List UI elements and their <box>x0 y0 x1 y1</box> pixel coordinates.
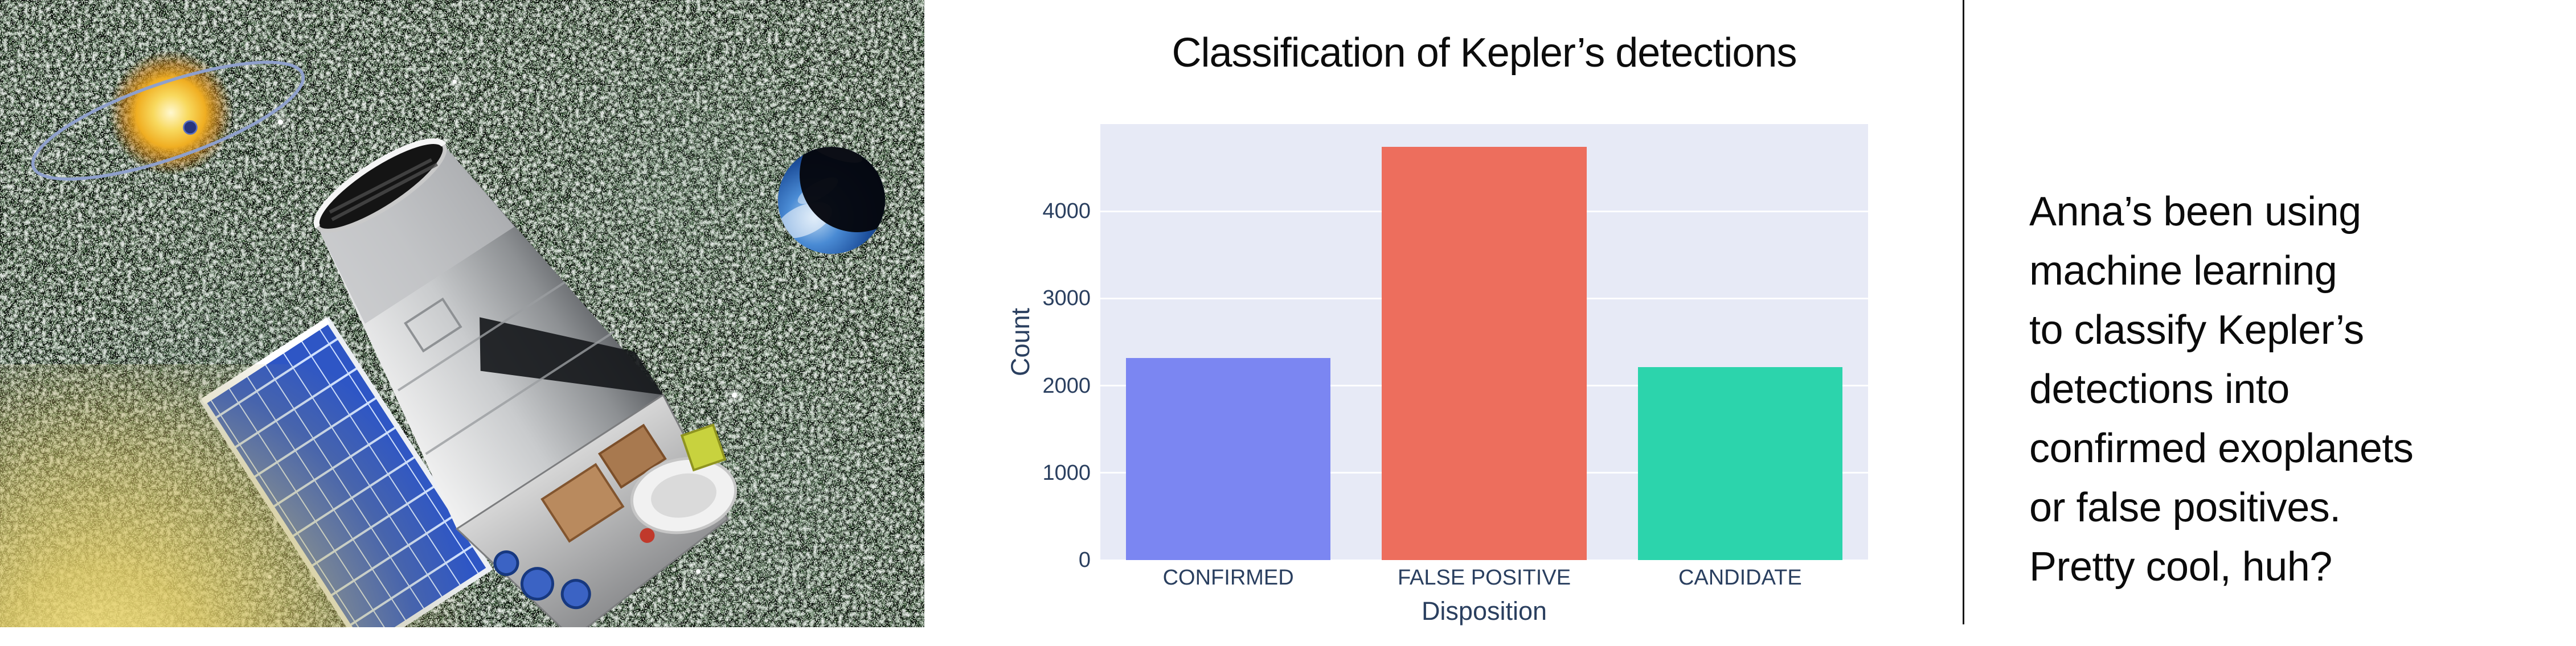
bar-chart-figure: Classification of Kepler’s detections Co… <box>924 0 1963 646</box>
transiting-planet <box>183 120 198 135</box>
y-tick-label: 2000 <box>1042 373 1091 398</box>
caption-line: detections into <box>2029 367 2290 412</box>
x-tick-label: CANDIDATE <box>1678 566 1802 590</box>
bar-candidate <box>1637 367 1843 560</box>
bright-star <box>696 569 701 574</box>
red-component <box>640 528 655 543</box>
y-tick-label: 4000 <box>1042 199 1091 224</box>
earth <box>778 147 885 254</box>
bar-false-positive <box>1382 146 1587 560</box>
x-axis-title: Disposition <box>1421 596 1547 626</box>
orbit-ring <box>31 60 305 181</box>
telescope-barrel <box>313 138 664 529</box>
y-tick-label: 0 <box>1078 548 1091 572</box>
host-star <box>108 50 234 175</box>
caption-line: confirmed exoplanets <box>2029 426 2414 471</box>
bright-star <box>732 393 737 398</box>
x-tick-label: CONFIRMED <box>1162 566 1294 590</box>
bar-confirmed <box>1125 357 1331 560</box>
vertical-divider <box>1963 0 1964 624</box>
instrument-box <box>540 463 625 543</box>
thruster <box>560 579 591 610</box>
radiator-dark-panel <box>480 317 664 395</box>
thruster <box>520 567 554 601</box>
bright-star <box>278 120 283 125</box>
plot-area <box>1100 124 1868 561</box>
yellow-component <box>680 423 727 472</box>
earth-night-side <box>800 147 885 232</box>
caption-line: Pretty cool, huh? <box>2029 544 2332 590</box>
host-star-and-orbit <box>31 50 305 181</box>
y-tick-label: 1000 <box>1042 460 1091 485</box>
caption-line: or false positives. <box>2029 485 2341 530</box>
x-tick-label: FALSE POSITIVE <box>1397 566 1571 590</box>
y-axis-title: Count <box>1006 307 1035 377</box>
sun-glow <box>0 364 507 627</box>
y-tick-label: 3000 <box>1042 286 1091 311</box>
caption-line: Anna’s been using <box>2029 189 2361 234</box>
gridline <box>1100 559 1868 561</box>
caption-line: to classify Kepler’s <box>2029 307 2364 353</box>
caption-line: machine learning <box>2029 248 2337 294</box>
bright-star <box>453 80 457 84</box>
kepler-telescope-illustration <box>0 0 924 627</box>
instrument-box <box>597 423 667 489</box>
chart-title: Classification of Kepler’s detections <box>1172 30 1797 76</box>
caption-text: Anna’s been using machine learning to clas… <box>2029 182 2565 596</box>
